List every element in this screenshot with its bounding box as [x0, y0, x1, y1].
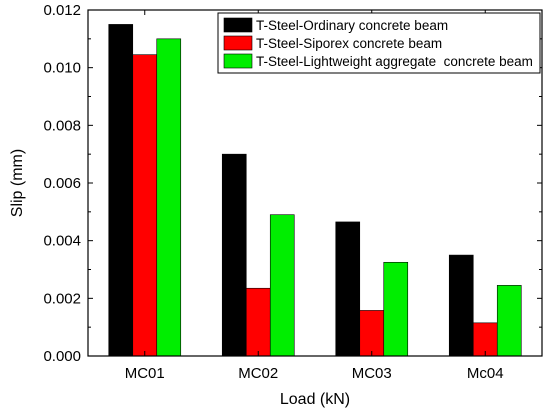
y-tick-label: 0.012	[43, 2, 81, 19]
bar-mc04-series-1	[448, 254, 474, 357]
bar-mc03-series-1	[335, 221, 361, 357]
legend-box	[217, 12, 541, 74]
bar-mc01-series-3	[156, 38, 182, 357]
y-tick-label: 0.008	[43, 117, 81, 134]
bar-mc02-series-3	[269, 214, 295, 357]
bar-mc03-series-2	[359, 310, 385, 357]
legend-label-series-2: T-Steel-Siporex concrete beam	[256, 36, 442, 51]
y-tick-label: 0.006	[43, 175, 81, 192]
x-tick-label: MC01	[125, 365, 165, 382]
bar-mc02-series-1	[221, 153, 247, 357]
x-axis-ticks: MC01 MC02 MC03 Mc04	[125, 10, 504, 382]
legend: T-Steel-Ordinary concrete beam T-Steel-Si…	[217, 12, 541, 74]
plot-area-frame	[87, 9, 543, 357]
bar-mc01-series-1	[108, 24, 134, 357]
bar-mc02-series-2	[245, 287, 271, 357]
y-axis-label: Slip (mm)	[9, 149, 26, 217]
bar-mc03-series-3	[383, 261, 409, 357]
legend-swatch-series-3	[223, 53, 253, 69]
legend-swatch-series-2	[223, 35, 253, 51]
bar-mc01-series-2	[132, 54, 158, 357]
y-axis-ticks: 0.000 0.002 0.004 0.006 0.008 0.010 0.012	[43, 2, 542, 365]
legend-swatch-series-1	[223, 17, 253, 33]
bars-group	[108, 24, 522, 357]
legend-label-series-1: T-Steel-Ordinary concrete beam	[256, 18, 448, 33]
x-tick-label: MC03	[352, 365, 392, 382]
bar-mc04-series-3	[496, 285, 522, 357]
legend-label-series-3: T-Steel-Lightweight aggregate concrete b…	[256, 54, 533, 69]
y-tick-label: 0.010	[43, 60, 81, 77]
y-tick-label: 0.000	[43, 348, 81, 365]
x-axis-label: Load (kN)	[280, 391, 350, 408]
y-tick-label: 0.002	[43, 290, 81, 307]
x-tick-label: MC02	[238, 365, 278, 382]
x-tick-label: Mc04	[467, 365, 504, 382]
bar-mc04-series-2	[472, 322, 498, 357]
y-tick-label: 0.004	[43, 233, 81, 250]
